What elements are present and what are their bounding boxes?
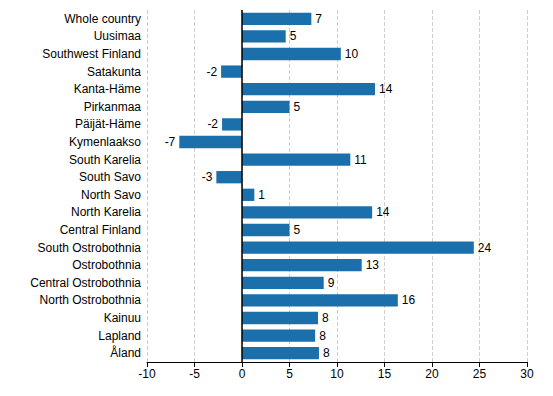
- svg-text:Uusimaa: Uusimaa: [94, 29, 142, 43]
- svg-text:South Karelia: South Karelia: [69, 153, 141, 167]
- svg-text:South Savo: South Savo: [79, 170, 141, 184]
- svg-text:South Ostrobothnia: South Ostrobothnia: [38, 241, 142, 255]
- svg-text:20: 20: [425, 367, 439, 381]
- svg-text:Central Ostrobothnia: Central Ostrobothnia: [30, 276, 141, 290]
- svg-text:Kanta-Häme: Kanta-Häme: [74, 82, 142, 96]
- svg-text:-2: -2: [207, 117, 218, 131]
- svg-text:Whole country: Whole country: [64, 12, 141, 26]
- svg-text:10: 10: [330, 367, 344, 381]
- svg-text:14: 14: [376, 205, 390, 219]
- svg-text:30: 30: [520, 367, 534, 381]
- svg-text:North Ostrobothnia: North Ostrobothnia: [40, 293, 142, 307]
- svg-text:Ostrobothnia: Ostrobothnia: [72, 258, 141, 272]
- svg-text:Central Finland: Central Finland: [60, 223, 141, 237]
- svg-text:Kymenlaakso: Kymenlaakso: [69, 135, 141, 149]
- svg-text:9: 9: [328, 276, 335, 290]
- svg-text:-10: -10: [138, 367, 156, 381]
- svg-text:Pirkanmaa: Pirkanmaa: [84, 100, 142, 114]
- svg-text:8: 8: [323, 346, 330, 360]
- svg-text:North Savo: North Savo: [81, 188, 141, 202]
- svg-text:15: 15: [378, 367, 392, 381]
- svg-text:-7: -7: [165, 135, 176, 149]
- svg-text:Åland: Åland: [110, 345, 141, 360]
- svg-text:5: 5: [286, 367, 293, 381]
- svg-text:5: 5: [290, 29, 297, 43]
- svg-text:13: 13: [366, 258, 380, 272]
- svg-text:11: 11: [354, 153, 367, 167]
- svg-text:0: 0: [239, 367, 246, 381]
- svg-text:16: 16: [402, 293, 416, 307]
- svg-text:5: 5: [294, 223, 301, 237]
- svg-text:North Karelia: North Karelia: [71, 205, 141, 219]
- svg-text:Lapland: Lapland: [98, 329, 141, 343]
- svg-text:14: 14: [379, 82, 393, 96]
- svg-text:7: 7: [315, 12, 322, 26]
- svg-text:10: 10: [345, 47, 359, 61]
- svg-text:1: 1: [258, 188, 265, 202]
- svg-text:Kainuu: Kainuu: [104, 311, 141, 325]
- svg-text:Satakunta: Satakunta: [87, 65, 141, 79]
- svg-text:8: 8: [319, 329, 326, 343]
- svg-text:5: 5: [294, 100, 301, 114]
- svg-text:Päijät-Häme: Päijät-Häme: [75, 117, 141, 131]
- svg-text:-3: -3: [202, 170, 213, 184]
- svg-text:-2: -2: [206, 65, 217, 79]
- svg-text:25: 25: [473, 367, 487, 381]
- svg-text:24: 24: [478, 241, 492, 255]
- svg-text:8: 8: [322, 311, 329, 325]
- svg-text:-5: -5: [189, 367, 200, 381]
- svg-text:Southwest Finland: Southwest Finland: [42, 47, 141, 61]
